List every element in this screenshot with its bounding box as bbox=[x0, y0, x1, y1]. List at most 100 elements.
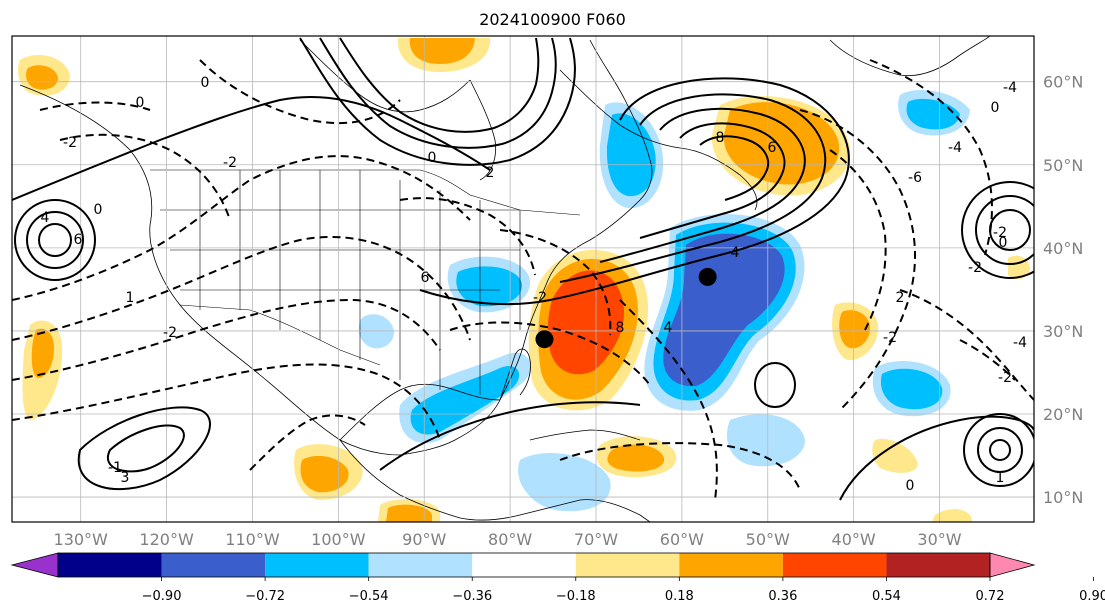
colorbar-outline bbox=[57, 552, 991, 578]
contour-dashed-15 bbox=[499, 229, 612, 336]
lon-tick-label: 70°W bbox=[574, 530, 618, 549]
contour-label: -2 bbox=[163, 325, 177, 341]
contour-solid-3 bbox=[599, 107, 806, 263]
contour-dashed-4 bbox=[12, 363, 441, 441]
contour-dashed-17 bbox=[959, 339, 1016, 381]
contour-label: 0 bbox=[999, 235, 1008, 251]
ring-se-2 bbox=[977, 427, 1023, 473]
contour-dashed-7 bbox=[829, 149, 887, 331]
latitude-labels: 60°N 50°N 40°N 30°N 20°N 10°N bbox=[1043, 73, 1083, 507]
colorbar-tick-label: −0.36 bbox=[452, 589, 492, 604]
lat-tick-label: 30°N bbox=[1043, 322, 1083, 341]
cold-patch-newfoundland-core bbox=[606, 113, 656, 197]
contour-label: 4 bbox=[664, 320, 673, 336]
central-america bbox=[339, 439, 521, 521]
contour-dashed-18 bbox=[249, 414, 366, 471]
contour-label: 0 bbox=[428, 150, 437, 166]
contour-label: -4 bbox=[1013, 335, 1027, 351]
us-canada-border bbox=[150, 169, 581, 216]
low-center-a-marker bbox=[535, 330, 554, 349]
contour-label: -2 bbox=[993, 225, 1007, 241]
contour-dashed-5 bbox=[559, 442, 801, 491]
contour-solid-4 bbox=[639, 122, 786, 239]
contour-dashed-10 bbox=[619, 299, 718, 501]
florida bbox=[499, 348, 531, 401]
contour-small-loop bbox=[754, 362, 796, 408]
warm-patch-south-east-edge bbox=[932, 508, 972, 522]
lon-tick-label: 60°W bbox=[660, 530, 704, 549]
colorbar-bin bbox=[161, 553, 266, 577]
warm-patch-north-core bbox=[409, 38, 475, 64]
ring-west-3 bbox=[38, 223, 72, 257]
map-title: 2024100900 F060 bbox=[479, 10, 626, 29]
contour-label: 4 bbox=[41, 210, 50, 226]
lon-tick-label: 40°W bbox=[832, 530, 876, 549]
warm-patch-se bbox=[872, 438, 918, 473]
contour-label: 1 bbox=[996, 470, 1005, 486]
contour-solid-1 bbox=[419, 77, 850, 306]
lon-tick-label: 80°W bbox=[488, 530, 532, 549]
contour-solid-7 bbox=[319, 37, 557, 149]
warm-patch-mexico-core bbox=[300, 455, 349, 493]
contour-label: 6 bbox=[74, 232, 83, 248]
colorbar-tick-label: 0.72 bbox=[976, 589, 1005, 604]
colorbar-tick-label: 0.18 bbox=[665, 589, 694, 604]
gulf-coast bbox=[339, 383, 501, 441]
map-frame bbox=[11, 35, 1035, 523]
contour-label: 0 bbox=[136, 95, 145, 111]
cold-patch-gulf-core bbox=[410, 366, 520, 435]
contour-dashed-6 bbox=[799, 109, 916, 411]
contour-label: 6 bbox=[768, 140, 777, 156]
lon-tick-label: 50°W bbox=[746, 530, 790, 549]
contour-dashed-8 bbox=[869, 59, 993, 256]
lon-tick-label: 30°W bbox=[917, 530, 961, 549]
contour-label: 4 bbox=[731, 245, 740, 261]
ring-east-1 bbox=[961, 181, 1034, 279]
contour-label: -4 bbox=[948, 140, 962, 156]
contour-solid-2 bbox=[559, 93, 827, 283]
contour-label: 0 bbox=[94, 202, 103, 218]
colorbar-bin bbox=[575, 553, 680, 577]
contour-label: 0 bbox=[991, 100, 1000, 116]
colorbar: −0.90 −0.72 −0.54 −0.36 −0.18 0.18 0.36 0.54 0.7… bbox=[10, 552, 1105, 604]
contour-dashed-3 bbox=[12, 298, 441, 381]
cold-patch-south bbox=[726, 414, 805, 467]
hudson-bay bbox=[469, 79, 497, 181]
grid-lines bbox=[12, 36, 1034, 522]
cold-patch-mid-atlantic-core bbox=[880, 368, 943, 410]
contour-pacific-loop bbox=[77, 406, 211, 491]
contour-label: -2 bbox=[223, 155, 237, 171]
colorbar-extend-high bbox=[989, 552, 1036, 578]
north-america-coast bbox=[19, 39, 653, 456]
contour-label: 0 bbox=[201, 75, 210, 91]
contour-se-outer bbox=[839, 415, 1034, 501]
contour-label: -2 bbox=[533, 290, 547, 306]
lon-tick-label: 130°W bbox=[54, 530, 109, 549]
contour-pacific-loop-inner bbox=[107, 424, 185, 473]
boundaries bbox=[150, 169, 581, 395]
cold-patch-mid-us-core bbox=[456, 266, 523, 307]
lon-tick-label: 110°W bbox=[225, 530, 280, 549]
colorbar-bin bbox=[368, 553, 473, 577]
contour-label: -2 bbox=[63, 135, 77, 151]
caribbean-islands bbox=[529, 429, 641, 441]
colorbar-tick-label: −0.18 bbox=[556, 589, 596, 604]
cold-patch-north-east-core bbox=[906, 98, 960, 130]
us-mexico-border bbox=[179, 304, 381, 366]
contour-dashed-12 bbox=[199, 59, 401, 125]
contour-dashed-1 bbox=[12, 155, 471, 301]
dashed-contours bbox=[12, 59, 1034, 501]
contour-solid-6 bbox=[299, 37, 576, 166]
contour-dashed-16 bbox=[399, 197, 536, 276]
colorbar-bin bbox=[679, 553, 783, 577]
lon-tick-label: 120°W bbox=[139, 530, 194, 549]
contour-label: 8 bbox=[716, 130, 725, 146]
ring-west-1 bbox=[14, 199, 96, 281]
contour-label: 6 bbox=[421, 270, 430, 286]
canada-archipelago bbox=[299, 39, 471, 113]
colorbar-tick-label: 0.54 bbox=[872, 589, 901, 604]
colorbar-bin bbox=[472, 553, 576, 577]
contour-label: -6 bbox=[908, 170, 922, 186]
lon-tick-label: 90°W bbox=[402, 530, 446, 549]
